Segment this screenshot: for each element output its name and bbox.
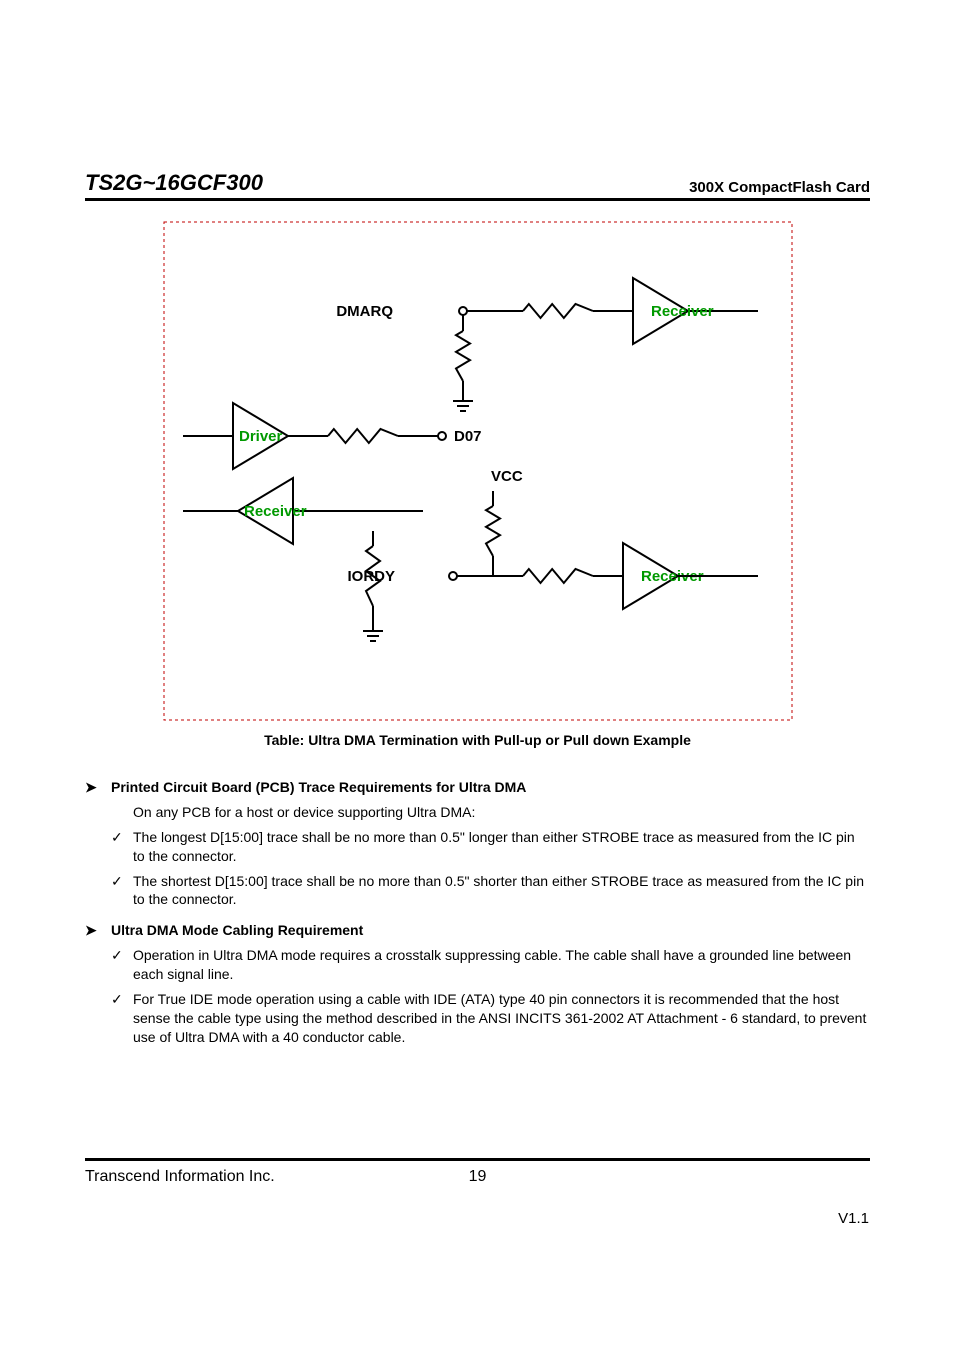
check-item: ✓The shortest D[15:00] trace shall be no… <box>111 872 870 910</box>
chevron-icon: ➤ <box>85 778 111 797</box>
figure-block: DMARQReceiverDriverD07ReceiverVCCIORDYRe… <box>85 221 870 748</box>
footer-page-number: 19 <box>469 1168 487 1186</box>
section-title: Printed Circuit Board (PCB) Trace Requir… <box>111 778 526 797</box>
svg-text:DMARQ: DMARQ <box>336 303 393 320</box>
section-heading: ➤Printed Circuit Board (PCB) Trace Requi… <box>85 778 870 797</box>
termination-diagram: DMARQReceiverDriverD07ReceiverVCCIORDYRe… <box>163 221 793 721</box>
check-item: ✓Operation in Ultra DMA mode requires a … <box>111 946 870 984</box>
svg-text:D07: D07 <box>454 428 482 445</box>
svg-text:Receiver: Receiver <box>651 303 714 320</box>
check-icon: ✓ <box>111 872 133 891</box>
section-title: Ultra DMA Mode Cabling Requirement <box>111 921 363 940</box>
check-icon: ✓ <box>111 990 133 1009</box>
section-heading: ➤Ultra DMA Mode Cabling Requirement <box>85 921 870 940</box>
check-text: The shortest D[15:00] trace shall be no … <box>133 872 870 910</box>
check-text: Operation in Ultra DMA mode requires a c… <box>133 946 870 984</box>
footer-version: V1.1 <box>838 1210 869 1227</box>
check-item: ✓For True IDE mode operation using a cab… <box>111 990 870 1047</box>
svg-text:Receiver: Receiver <box>244 503 307 520</box>
check-text: For True IDE mode operation using a cabl… <box>133 990 870 1047</box>
svg-text:Driver: Driver <box>239 428 283 445</box>
svg-text:IORDY: IORDY <box>347 568 395 585</box>
body-content: ➤Printed Circuit Board (PCB) Trace Requi… <box>85 778 870 1047</box>
chevron-icon: ➤ <box>85 921 111 940</box>
footer-company: Transcend Information Inc. <box>85 1168 275 1185</box>
termination-svg: DMARQReceiverDriverD07ReceiverVCCIORDYRe… <box>163 221 793 721</box>
product-name: 300X CompactFlash Card <box>689 179 870 196</box>
product-code: TS2G~16GCF300 <box>85 170 263 196</box>
section-intro: On any PCB for a host or device supporti… <box>133 803 870 822</box>
check-item: ✓The longest D[15:00] trace shall be no … <box>111 828 870 866</box>
page-footer: Transcend Information Inc. 19 <box>85 1168 870 1186</box>
footer-rule <box>85 1158 870 1161</box>
check-text: The longest D[15:00] trace shall be no m… <box>133 828 870 866</box>
svg-text:VCC: VCC <box>491 468 523 485</box>
check-icon: ✓ <box>111 828 133 847</box>
figure-caption: Table: Ultra DMA Termination with Pull-u… <box>85 732 870 748</box>
check-icon: ✓ <box>111 946 133 965</box>
page-header: TS2G~16GCF300 300X CompactFlash Card <box>85 170 870 201</box>
